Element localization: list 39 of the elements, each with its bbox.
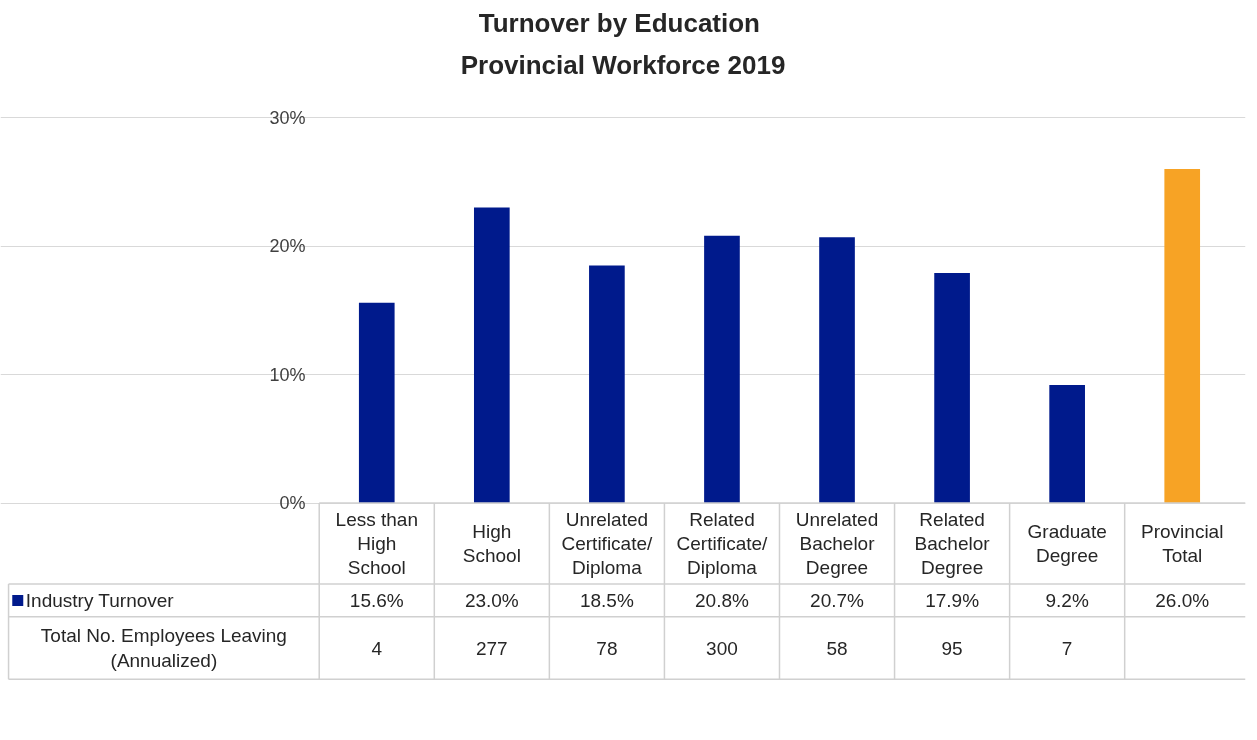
text: Total No. Employees Leaving (Annualized) xyxy=(40,625,287,671)
bar xyxy=(589,265,625,504)
x-tick-label: Unrelated Bachelor Degree xyxy=(795,508,879,579)
data-label: 18.5% xyxy=(579,589,634,611)
text: 7 xyxy=(1061,637,1073,659)
x-tick-label: Related Certificate/ Diploma xyxy=(676,508,769,579)
bar xyxy=(473,207,510,504)
x-tick-label: Related Bachelor Degree xyxy=(914,508,991,579)
bar xyxy=(1164,169,1201,504)
y-tick-label: 20% xyxy=(269,236,306,257)
data-label: 17.9% xyxy=(925,589,980,611)
bar xyxy=(704,235,740,504)
text: 95 xyxy=(941,637,963,659)
text: 4 xyxy=(371,637,383,659)
x-tick-label: High School xyxy=(462,520,521,567)
data-label: 15.6% xyxy=(349,589,404,611)
bar xyxy=(934,273,970,504)
data-label: 9.2% xyxy=(1045,589,1089,611)
text: 300 xyxy=(706,637,738,659)
y-tick-label: 30% xyxy=(269,107,306,128)
y-tick-label: 0% xyxy=(279,493,306,514)
x-tick-label: Less than High School xyxy=(335,508,418,579)
chart-title: Turnover by Education xyxy=(478,7,760,38)
y-tick-label: 10% xyxy=(269,364,306,385)
chart-subtitle: Provincial Workforce 2019 xyxy=(460,49,786,80)
text: 58 xyxy=(826,637,848,659)
data-label: 20.8% xyxy=(695,589,749,611)
x-tick-label: Unrelated Certificate/ Diploma xyxy=(561,508,654,579)
bar xyxy=(1049,384,1085,504)
text: 277 xyxy=(475,637,508,659)
legend-label: Industry Turnover xyxy=(25,589,175,611)
x-tick-label: Provincial Total xyxy=(1141,520,1224,567)
bar xyxy=(358,302,395,504)
text: 78 xyxy=(596,637,618,659)
data-label: 20.7% xyxy=(810,589,865,611)
bar xyxy=(819,237,855,504)
data-label: 26.0% xyxy=(1155,589,1210,611)
x-tick-label: Graduate Degree xyxy=(1027,520,1107,567)
data-label: 23.0% xyxy=(464,589,519,611)
